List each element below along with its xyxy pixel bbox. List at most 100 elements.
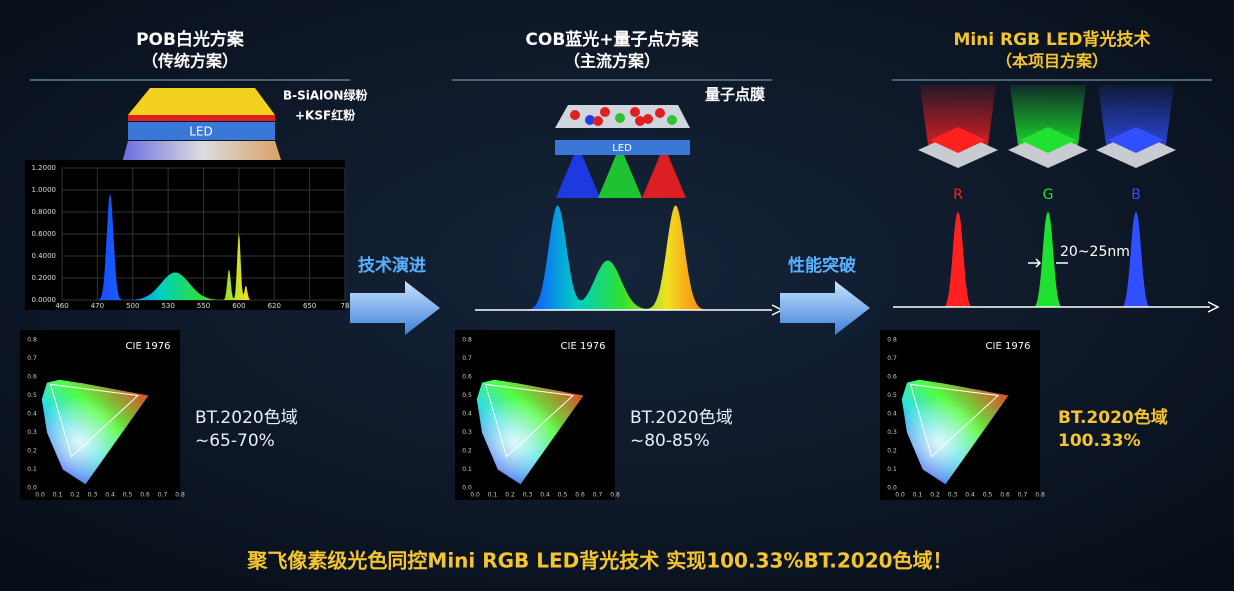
y-tick-label: 1.2000 xyxy=(32,164,57,172)
light-cone xyxy=(642,155,686,198)
column-title: Mini RGB LED背光技术 xyxy=(953,29,1150,50)
cie-tick: 0.4 xyxy=(965,492,975,499)
cie-label: CIE 1976 xyxy=(561,341,606,352)
gamut-value: 100.33% xyxy=(1058,431,1141,451)
cie-tick: 0.6 xyxy=(140,492,150,499)
cie-white xyxy=(476,379,584,485)
led-chip xyxy=(128,122,275,140)
cie-tick: 0.5 xyxy=(123,492,133,499)
cie-tick: 0.4 xyxy=(105,492,115,499)
cie-tick: 0.8 xyxy=(1035,492,1045,499)
cie-tick: 0.7 xyxy=(27,355,37,362)
cie-tick: 0.8 xyxy=(610,492,620,499)
x-tick-label: 550 xyxy=(197,302,210,310)
y-tick-label: 0.2000 xyxy=(32,274,57,282)
x-tick-label: 460 xyxy=(55,302,68,310)
fwhm-label: 20~25nm xyxy=(1060,244,1130,260)
y-tick-label: 0.0000 xyxy=(32,296,57,304)
cie-tick: 0.7 xyxy=(593,492,603,499)
x-tick-label: 600 xyxy=(232,302,245,310)
column-subtitle: （本项目方案） xyxy=(996,52,1108,71)
film-label: 量子点膜 xyxy=(705,86,765,104)
spectrum xyxy=(1034,212,1062,307)
phosphor-layer xyxy=(128,88,275,115)
cie-tick: 0.6 xyxy=(575,492,585,499)
cie-tick: 0.4 xyxy=(540,492,550,499)
cie-tick: 0.1 xyxy=(27,466,37,473)
phosphor-label: +KSF红粉 xyxy=(295,108,355,123)
cie-tick: 0.2 xyxy=(27,448,37,455)
cie-tick: 0.4 xyxy=(887,411,897,418)
cie-tick: 0.8 xyxy=(175,492,185,499)
light-beam xyxy=(1010,85,1086,145)
led-label: LED xyxy=(612,143,632,154)
cie-tick: 0.1 xyxy=(488,492,498,499)
column-subtitle: （主流方案） xyxy=(564,52,660,71)
quantum-dot xyxy=(593,116,603,126)
cie-tick: 0.0 xyxy=(27,485,37,492)
cie-tick: 0.6 xyxy=(1000,492,1010,499)
cie-tick: 0.1 xyxy=(887,466,897,473)
gamut-label: BT.2020色域 xyxy=(195,408,298,428)
gamut-triangle xyxy=(484,383,575,458)
light-beam xyxy=(920,85,996,145)
cie-tick: 0.6 xyxy=(887,374,897,381)
led-chip xyxy=(1108,127,1164,153)
cie-tick: 0.1 xyxy=(913,492,923,499)
cie-tick: 0.2 xyxy=(930,492,940,499)
quantum-dot xyxy=(615,113,625,123)
quantum-dot xyxy=(585,115,595,125)
cie-tick: 0.7 xyxy=(1018,492,1028,499)
phosphor-label: B-SiAlON绿粉 xyxy=(283,88,368,103)
cie-tick: 0.3 xyxy=(27,429,37,436)
footer: 聚飞像素级光色同控Mini RGB LED背光技术 实现100.33%BT.20… xyxy=(246,549,952,573)
y-tick-label: 0.4000 xyxy=(32,252,57,260)
red-layer xyxy=(128,115,275,121)
cie-tick: 0.3 xyxy=(523,492,533,499)
led-label: LED xyxy=(189,125,213,139)
channel-label: R xyxy=(953,187,963,203)
column-subtitle: （传统方案） xyxy=(142,52,238,71)
cie-tick: 0.0 xyxy=(895,492,905,499)
arrow-label: 技术演进 xyxy=(358,255,426,276)
cie-tick: 0.5 xyxy=(462,392,472,399)
x-tick-label: 470 xyxy=(91,302,104,310)
cie-tick: 0.5 xyxy=(27,392,37,399)
light-cone xyxy=(556,155,600,198)
cie-tick: 0.0 xyxy=(35,492,45,499)
cie-white xyxy=(41,379,149,485)
light-beam xyxy=(1098,85,1174,145)
led-chip xyxy=(930,127,986,153)
cie-label: CIE 1976 xyxy=(986,341,1031,352)
y-tick-label: 1.0000 xyxy=(32,186,57,194)
quantum-dot xyxy=(655,108,665,118)
x-tick-label: 620 xyxy=(268,302,281,310)
x-tick-label: 530 xyxy=(161,302,174,310)
cie-label: CIE 1976 xyxy=(126,341,171,352)
y-tick-label: 0.8000 xyxy=(32,208,57,216)
column-title: COB蓝光+量子点方案 xyxy=(525,29,699,50)
channel-label: B xyxy=(1131,187,1141,203)
cie-tick: 0.2 xyxy=(505,492,515,499)
cie-tick: 0.3 xyxy=(948,492,958,499)
cie-tick: 0.0 xyxy=(470,492,480,499)
cie-tick: 0.8 xyxy=(462,337,472,344)
quantum-dot xyxy=(600,107,610,117)
quantum-dot xyxy=(667,115,677,125)
y-tick-label: 0.6000 xyxy=(32,230,57,238)
cie-tick: 0.3 xyxy=(88,492,98,499)
cie-tick: 0.6 xyxy=(27,374,37,381)
cie-tick: 0.6 xyxy=(462,374,472,381)
spectrum xyxy=(1122,212,1150,307)
cie-tick: 0.5 xyxy=(887,392,897,399)
cie-tick: 0.2 xyxy=(887,448,897,455)
cie-tick: 0.1 xyxy=(462,466,472,473)
cie-tick: 0.8 xyxy=(887,337,897,344)
led-chip xyxy=(1020,127,1076,153)
cie-tick: 0.2 xyxy=(462,448,472,455)
cie-tick: 0.4 xyxy=(27,411,37,418)
channel-label: G xyxy=(1043,187,1054,203)
quantum-dot xyxy=(635,116,645,126)
x-tick-label: 78 xyxy=(341,302,350,310)
fwhm-arrow xyxy=(1028,258,1068,268)
